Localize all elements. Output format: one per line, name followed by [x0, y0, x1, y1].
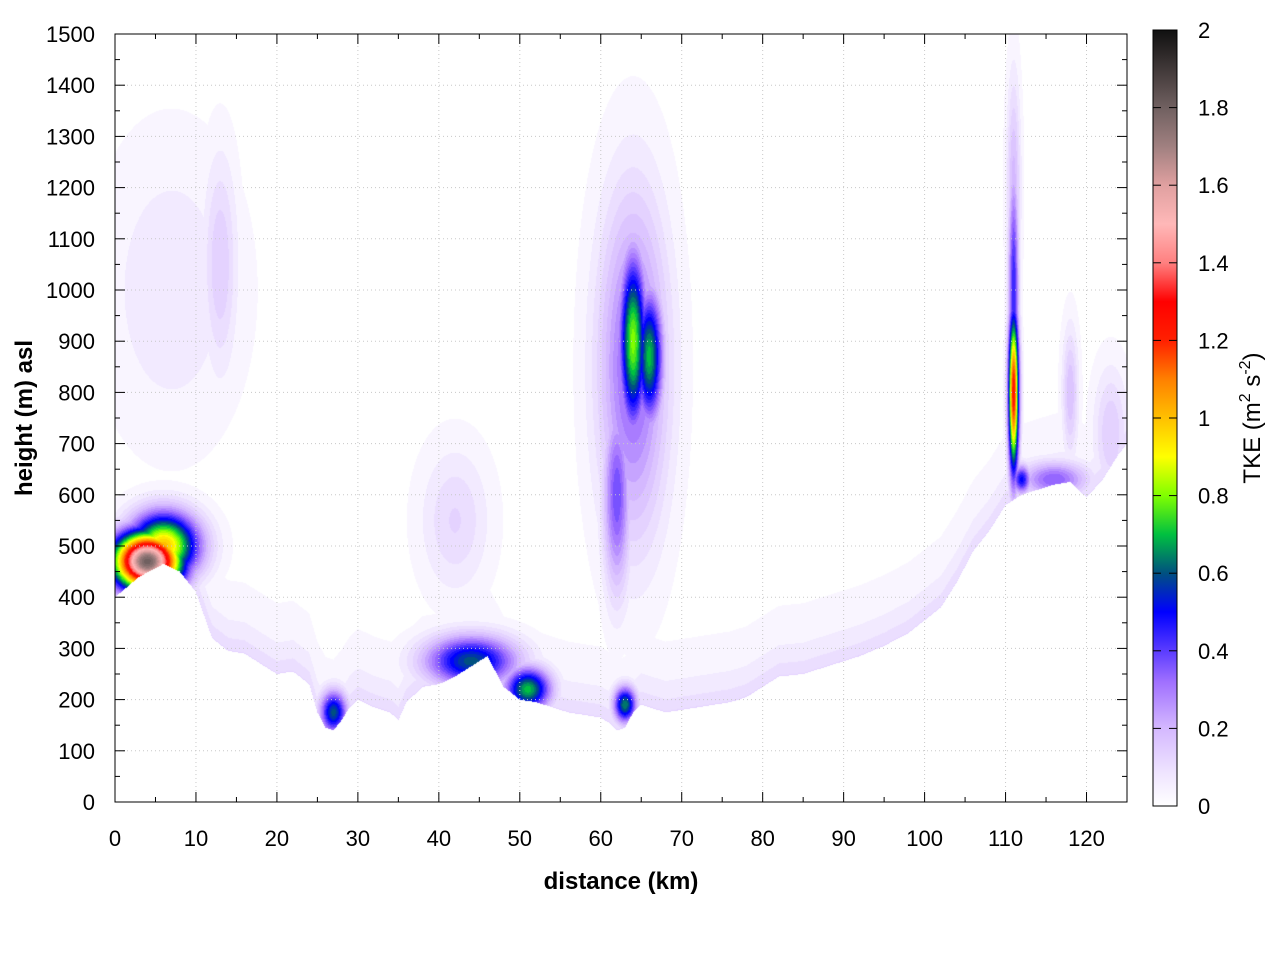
x-tick-label: 60 [589, 826, 613, 851]
colorbar-title-part: ) [1239, 352, 1266, 360]
colorbar-tick-label: 1 [1198, 406, 1210, 431]
grid-lines [115, 34, 1127, 802]
y-tick-label: 300 [58, 636, 95, 661]
x-tick-label: 110 [988, 826, 1023, 851]
x-tick-label: 70 [669, 826, 693, 851]
colorbar-tick-label: 0.6 [1198, 561, 1229, 586]
plot-frame [114, 33, 1128, 803]
colorbar-tick-label: 0 [1198, 794, 1210, 819]
y-tick-label: 1300 [46, 124, 95, 149]
colorbar-tick-label: 1.8 [1198, 96, 1229, 121]
colorbar-tick-label: 0.8 [1198, 484, 1229, 509]
x-axis-title: distance (km) [544, 868, 699, 895]
colorbar-title-part: TKE (m [1239, 402, 1266, 483]
colorbar-tick-label: 1.6 [1198, 173, 1229, 198]
y-tick-label: 600 [58, 483, 95, 508]
y-tick-label: 1000 [46, 278, 95, 303]
colorbar-title-part: s [1239, 375, 1266, 394]
x-tick-label: 80 [750, 826, 774, 851]
y-tick-label: 1100 [48, 227, 95, 252]
y-tick-label: 100 [58, 739, 95, 764]
y-tick-label: 200 [58, 688, 95, 713]
heatmap-layer [115, 34, 1127, 802]
y-tick-label: 1200 [46, 176, 95, 201]
x-tick-label: 40 [427, 826, 451, 851]
x-tick-label: 0 [109, 826, 121, 851]
y-tick-label: 800 [58, 380, 95, 405]
y-tick-label: 1400 [46, 73, 95, 98]
colorbar-title-sup: 2 [1237, 393, 1254, 402]
axis-ticks: 0 10 20 30 40 50 60 70 80 90 100 110 120010020030040… [46, 22, 1127, 851]
colorbar-tick-label: 0.2 [1198, 716, 1229, 741]
y-tick-label: 0 [83, 790, 95, 815]
colorbar-tick-label: 2 [1198, 18, 1210, 43]
colorbar-title: TKE (m2 s-2) [1237, 352, 1266, 483]
x-tick-label: 120 [1068, 826, 1105, 851]
colorbar-tick-label: 1.2 [1198, 328, 1229, 353]
x-tick-label: 100 [906, 826, 943, 851]
x-tick-label: 50 [508, 826, 532, 851]
y-tick-label: 700 [58, 432, 95, 457]
y-tick-label: 500 [58, 534, 95, 559]
x-tick-label: 30 [346, 826, 370, 851]
y-tick-label: 900 [58, 329, 95, 354]
colorbar-ticks: 0 0.2 0.4 0.6 0.8 1 1.2 1.4 1.6 1.8 2 [1153, 18, 1229, 819]
colorbar-tick-label: 1.4 [1198, 251, 1229, 276]
y-axis-title: height (m) asl [11, 340, 38, 496]
colorbar-title-sup: -2 [1237, 360, 1254, 374]
x-tick-label: 20 [265, 826, 289, 851]
y-tick-label: 400 [58, 585, 95, 610]
y-tick-label: 1500 [46, 22, 95, 47]
colorbar-tick-label: 0.4 [1198, 639, 1229, 664]
x-tick-label: 90 [831, 826, 855, 851]
x-tick-label: 10 [184, 826, 208, 851]
